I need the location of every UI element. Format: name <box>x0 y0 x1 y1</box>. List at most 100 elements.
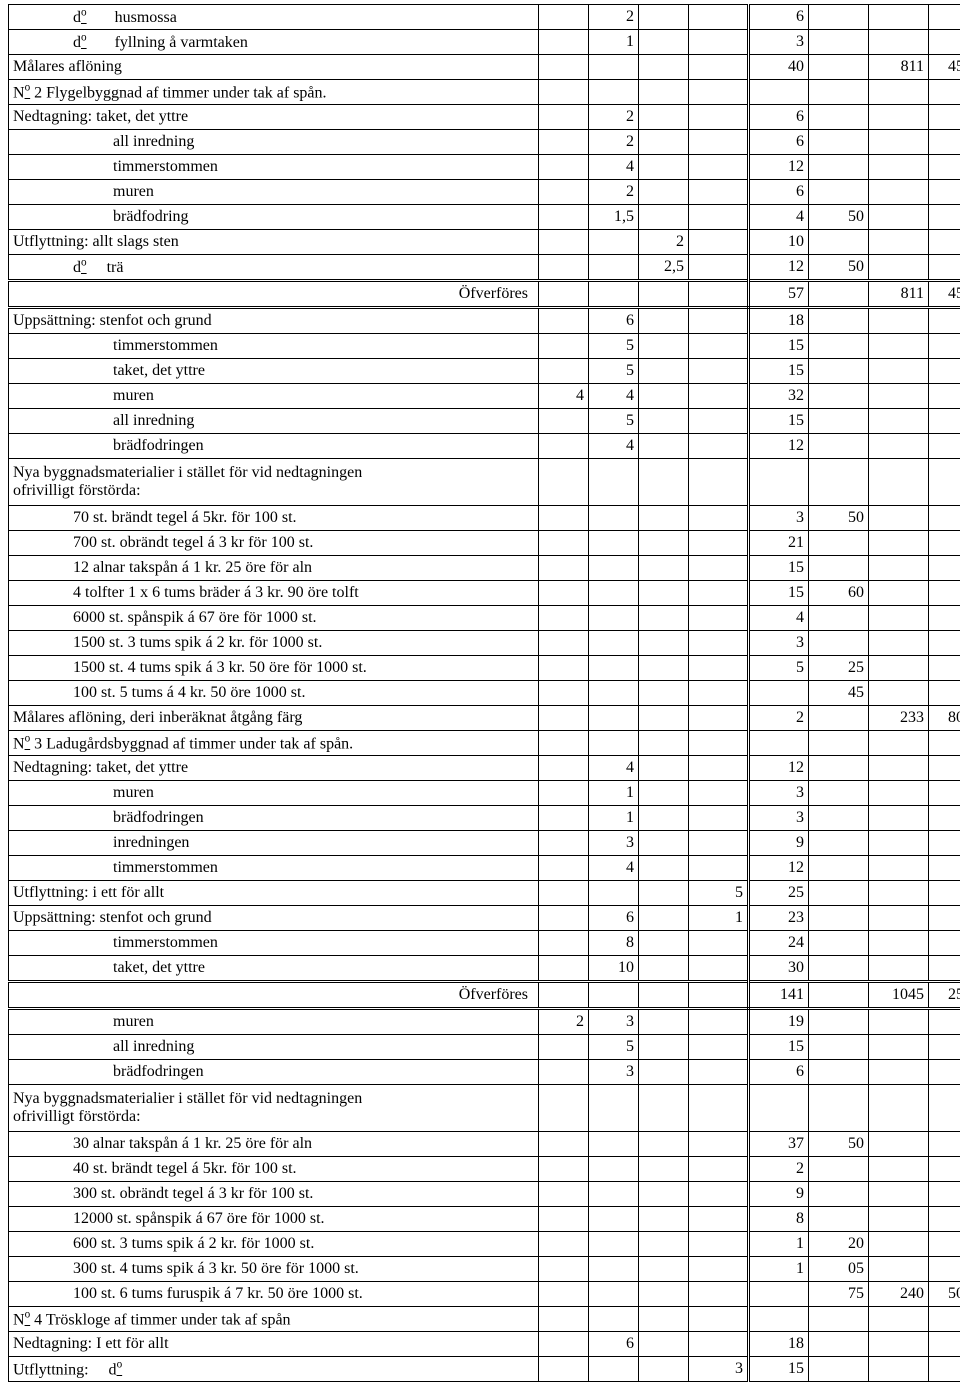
table-row: taket, det yttre1030 <box>9 956 960 982</box>
desc-cell: muren <box>9 781 539 806</box>
num-cell <box>809 1182 869 1207</box>
num-cell: 18 <box>749 1332 809 1357</box>
num-cell <box>689 55 749 80</box>
num-cell <box>929 459 960 506</box>
num-cell <box>689 1282 749 1307</box>
num-cell <box>539 308 589 334</box>
num-cell: 80 <box>929 706 960 731</box>
num-cell: 25 <box>749 881 809 906</box>
num-cell: 18 <box>749 308 809 334</box>
num-cell <box>809 30 869 55</box>
num-cell <box>639 281 689 308</box>
num-cell <box>929 856 960 881</box>
num-cell <box>689 581 749 606</box>
num-cell <box>539 781 589 806</box>
desc-cell: taket, det yttre <box>9 956 539 982</box>
num-cell <box>589 506 639 531</box>
num-cell <box>929 756 960 781</box>
num-cell <box>929 155 960 180</box>
num-cell <box>639 506 689 531</box>
desc-cell: Öfverföres <box>9 281 539 308</box>
num-cell <box>809 881 869 906</box>
num-cell <box>869 459 929 506</box>
num-cell <box>869 1357 929 1382</box>
num-cell <box>539 881 589 906</box>
num-cell: 4 <box>589 434 639 459</box>
desc-cell: do fyllning å varmtaken <box>9 30 539 55</box>
num-cell: 50 <box>809 1132 869 1157</box>
num-cell: 12 <box>749 856 809 881</box>
num-cell <box>809 281 869 308</box>
num-cell: 6 <box>589 906 639 931</box>
num-cell <box>539 1182 589 1207</box>
num-cell <box>749 1307 809 1332</box>
num-cell: 21 <box>749 531 809 556</box>
num-cell <box>809 1357 869 1382</box>
num-cell <box>869 1182 929 1207</box>
num-cell <box>869 409 929 434</box>
num-cell <box>929 556 960 581</box>
num-cell: 5 <box>589 409 639 434</box>
desc-cell: timmerstommen <box>9 931 539 956</box>
table-row: do fyllning å varmtaken13 <box>9 30 960 55</box>
num-cell <box>929 1182 960 1207</box>
desc-cell: all inredning <box>9 1035 539 1060</box>
num-cell <box>539 1257 589 1282</box>
num-cell <box>539 1060 589 1085</box>
num-cell <box>539 130 589 155</box>
num-cell <box>589 55 639 80</box>
num-cell <box>869 359 929 384</box>
num-cell: 5 <box>689 881 749 906</box>
num-cell: 5 <box>749 656 809 681</box>
num-cell <box>689 706 749 731</box>
num-cell: 15 <box>749 1035 809 1060</box>
num-cell <box>639 756 689 781</box>
num-cell <box>809 434 869 459</box>
num-cell <box>869 334 929 359</box>
num-cell <box>539 334 589 359</box>
num-cell <box>589 631 639 656</box>
num-cell <box>809 180 869 205</box>
num-cell <box>869 556 929 581</box>
num-cell <box>539 155 589 180</box>
table-row: 4 tolfter 1 x 6 tums bräder á 3 kr. 90 ö… <box>9 581 960 606</box>
num-cell <box>539 806 589 831</box>
table-row: timmerstommen824 <box>9 931 960 956</box>
num-cell <box>869 781 929 806</box>
table-row: No 4 Tröskloge af timmer under tak af sp… <box>9 1307 960 1332</box>
num-cell: 75 <box>809 1282 869 1307</box>
table-row: do husmossa26 <box>9 5 960 30</box>
table-row: Utflyttning: do315 <box>9 1357 960 1382</box>
num-cell: 5 <box>589 1035 639 1060</box>
num-cell <box>749 1085 809 1132</box>
num-cell <box>689 531 749 556</box>
num-cell <box>929 1232 960 1257</box>
num-cell: 811 <box>869 55 929 80</box>
num-cell <box>639 1060 689 1085</box>
desc-cell: No 4 Tröskloge af timmer under tak af sp… <box>9 1307 539 1332</box>
num-cell <box>539 956 589 982</box>
table-row: muren4432 <box>9 384 960 409</box>
num-cell <box>689 230 749 255</box>
num-cell <box>689 155 749 180</box>
num-cell <box>809 806 869 831</box>
table-row: muren13 <box>9 781 960 806</box>
num-cell <box>639 731 689 756</box>
num-cell: 12 <box>749 255 809 281</box>
num-cell <box>539 1232 589 1257</box>
num-cell: 6 <box>749 5 809 30</box>
desc-cell: 12 alnar takspån á 1 kr. 25 öre för aln <box>9 556 539 581</box>
desc-cell: all inredning <box>9 409 539 434</box>
num-cell: 25 <box>809 656 869 681</box>
num-cell <box>809 308 869 334</box>
num-cell <box>589 1157 639 1182</box>
desc-cell: muren <box>9 384 539 409</box>
num-cell <box>749 731 809 756</box>
num-cell <box>869 1332 929 1357</box>
table-row: taket, det yttre515 <box>9 359 960 384</box>
num-cell <box>689 1232 749 1257</box>
num-cell <box>689 409 749 434</box>
desc-cell: 4 tolfter 1 x 6 tums bräder á 3 kr. 90 ö… <box>9 581 539 606</box>
num-cell: 50 <box>809 255 869 281</box>
table-row: Nedtagning: taket, det yttre412 <box>9 756 960 781</box>
